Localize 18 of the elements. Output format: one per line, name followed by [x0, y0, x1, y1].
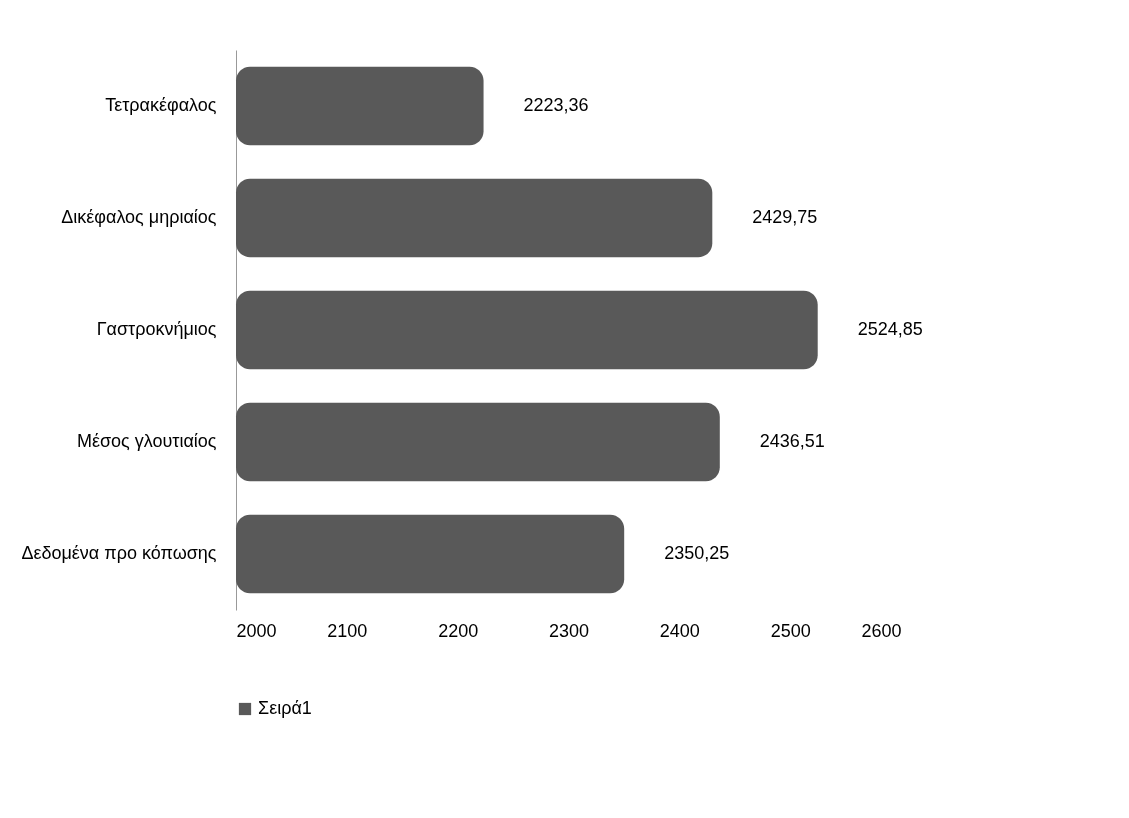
data-label: 2436,51 — [759, 431, 825, 451]
x-tick-label: 2300 — [548, 620, 590, 641]
data-label: 2223,36 — [523, 95, 589, 115]
y-tick-label: Γαστροκνήμιος — [96, 319, 217, 339]
data-label: 2350,25 — [664, 543, 730, 563]
data-label: 2429,75 — [752, 207, 818, 227]
legend-label: Σειρά1 — [258, 698, 312, 718]
x-tick-label: 2100 — [327, 620, 368, 641]
x-tick-label: 2600 — [861, 620, 902, 641]
y-tick-label: Τετρακέφαλος — [105, 95, 217, 115]
y-tick-label: Δεδομένα προ κόπωσης — [21, 543, 217, 563]
y-tick-label: Δικέφαλος μηριαίος — [61, 207, 217, 227]
y-tick-label: Μέσος γλουτιαίος — [76, 431, 217, 451]
x-tick-label: 2000 — [236, 620, 277, 641]
data-label: 2524,85 — [857, 319, 923, 339]
x-tick-label: 2500 — [770, 620, 811, 641]
x-tick-label: 2200 — [438, 620, 479, 641]
x-tick-label: 2400 — [659, 620, 700, 641]
